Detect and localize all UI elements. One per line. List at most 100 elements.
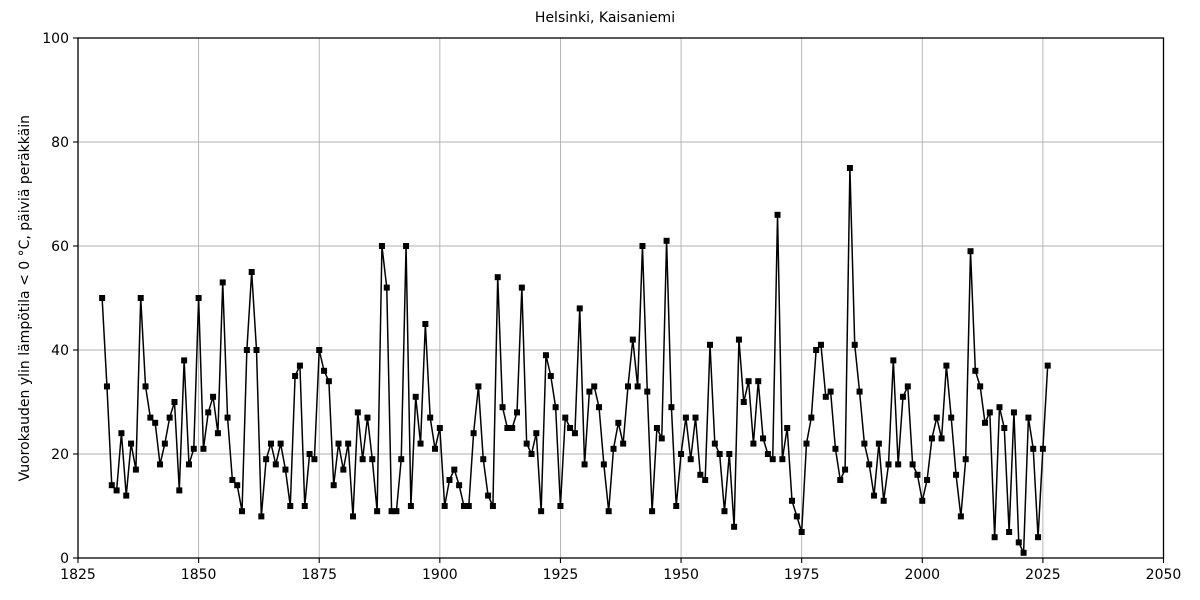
data-point-marker [451, 466, 458, 473]
data-point-marker [668, 404, 675, 411]
data-point-marker [552, 404, 559, 411]
data-point-marker [485, 492, 492, 499]
data-point-marker [277, 440, 284, 447]
data-point-marker [639, 243, 646, 249]
data-point-marker [813, 347, 820, 353]
data-point-marker [1010, 409, 1017, 416]
data-point-marker [475, 383, 482, 390]
y-axis-label-wrap: Vuorokauden ylin lämpötila < 0 °C, päivi… [14, 0, 36, 600]
data-point-marker [349, 513, 356, 520]
data-point-marker [219, 279, 226, 286]
data-point-marker [1015, 539, 1022, 546]
data-point-marker [422, 321, 429, 327]
data-point-marker [243, 347, 250, 353]
data-point-marker [311, 456, 318, 463]
data-point-marker [919, 497, 926, 504]
data-point-marker [991, 534, 998, 541]
data-point-marker [456, 482, 463, 489]
data-point-marker [591, 383, 598, 390]
data-point-marker [142, 383, 149, 390]
data-point-marker [745, 378, 752, 385]
data-point-marker [190, 445, 197, 452]
data-point-marker [523, 440, 530, 447]
data-point-marker [1001, 425, 1008, 431]
data-point-marker [470, 430, 477, 437]
data-point-marker [600, 461, 607, 468]
data-point-marker [938, 435, 945, 442]
data-point-marker [682, 414, 689, 421]
data-line [101, 167, 1049, 554]
data-point-marker [518, 284, 525, 291]
data-point-marker [837, 477, 844, 483]
data-point-marker [880, 497, 887, 504]
data-point-marker [620, 440, 627, 447]
data-point-marker [793, 513, 800, 520]
data-point-marker [673, 503, 680, 509]
data-point-marker [721, 508, 728, 515]
data-point-marker [176, 487, 183, 494]
data-point-marker [157, 461, 164, 468]
data-point-marker [504, 425, 511, 431]
data-point-marker [321, 367, 328, 374]
data-point-marker [214, 430, 221, 437]
data-point-marker [132, 466, 139, 473]
data-point-marker [731, 523, 738, 530]
data-point-marker [764, 451, 771, 457]
data-point-marker [890, 357, 897, 364]
data-point-marker [875, 440, 882, 447]
data-point-marker [509, 425, 516, 431]
data-point-marker [205, 409, 212, 416]
data-point-marker [629, 336, 636, 343]
data-point-marker [899, 393, 906, 400]
data-point-marker [441, 503, 448, 509]
data-point-marker [335, 440, 342, 447]
data-point-marker [301, 503, 308, 509]
data-point-marker [962, 456, 969, 463]
data-point-marker [417, 440, 424, 447]
data-point-marker [152, 419, 159, 426]
data-point-marker [596, 404, 603, 411]
data-point-marker [581, 461, 588, 468]
data-point-marker [465, 503, 472, 509]
data-point-marker [364, 414, 371, 421]
data-point-marker [605, 508, 612, 515]
data-point-marker [296, 362, 303, 369]
data-point-marker [658, 435, 665, 442]
data-point-marker [653, 425, 660, 431]
x-tick-label: 1975 [784, 567, 820, 583]
data-point-marker [239, 508, 246, 515]
data-point-marker [200, 445, 207, 452]
data-point-marker [610, 445, 617, 452]
data-point-marker [798, 529, 805, 535]
data-point-marker [779, 456, 786, 463]
data-point-marker [726, 451, 733, 457]
data-point-marker [460, 503, 467, 509]
y-tick-label: 60 [51, 239, 69, 255]
data-point-marker [292, 373, 299, 379]
data-point-marker [740, 399, 747, 405]
data-point-marker [832, 445, 839, 452]
data-point-marker [1025, 414, 1032, 421]
data-point-marker [113, 487, 120, 494]
data-point-marker [166, 414, 173, 421]
data-point-marker [263, 456, 270, 463]
data-point-marker [716, 451, 723, 457]
data-point-marker [330, 482, 337, 489]
data-point-marker [489, 503, 496, 509]
data-point-marker [842, 466, 849, 473]
data-point-marker [624, 383, 631, 390]
data-point-marker [494, 274, 501, 281]
data-point-marker [567, 425, 574, 431]
data-point-marker [282, 466, 289, 473]
data-point-marker [267, 440, 274, 447]
data-point-marker [359, 456, 366, 463]
data-point-marker [711, 440, 718, 447]
x-tick-label: 1950 [663, 567, 699, 583]
data-point-marker [407, 503, 414, 509]
x-tick-label: 1875 [301, 567, 337, 583]
x-tick-label: 1850 [181, 567, 217, 583]
x-tick-label: 1925 [543, 567, 579, 583]
data-point-marker [928, 435, 935, 442]
data-point-marker [957, 513, 964, 520]
data-point-marker [924, 477, 931, 483]
